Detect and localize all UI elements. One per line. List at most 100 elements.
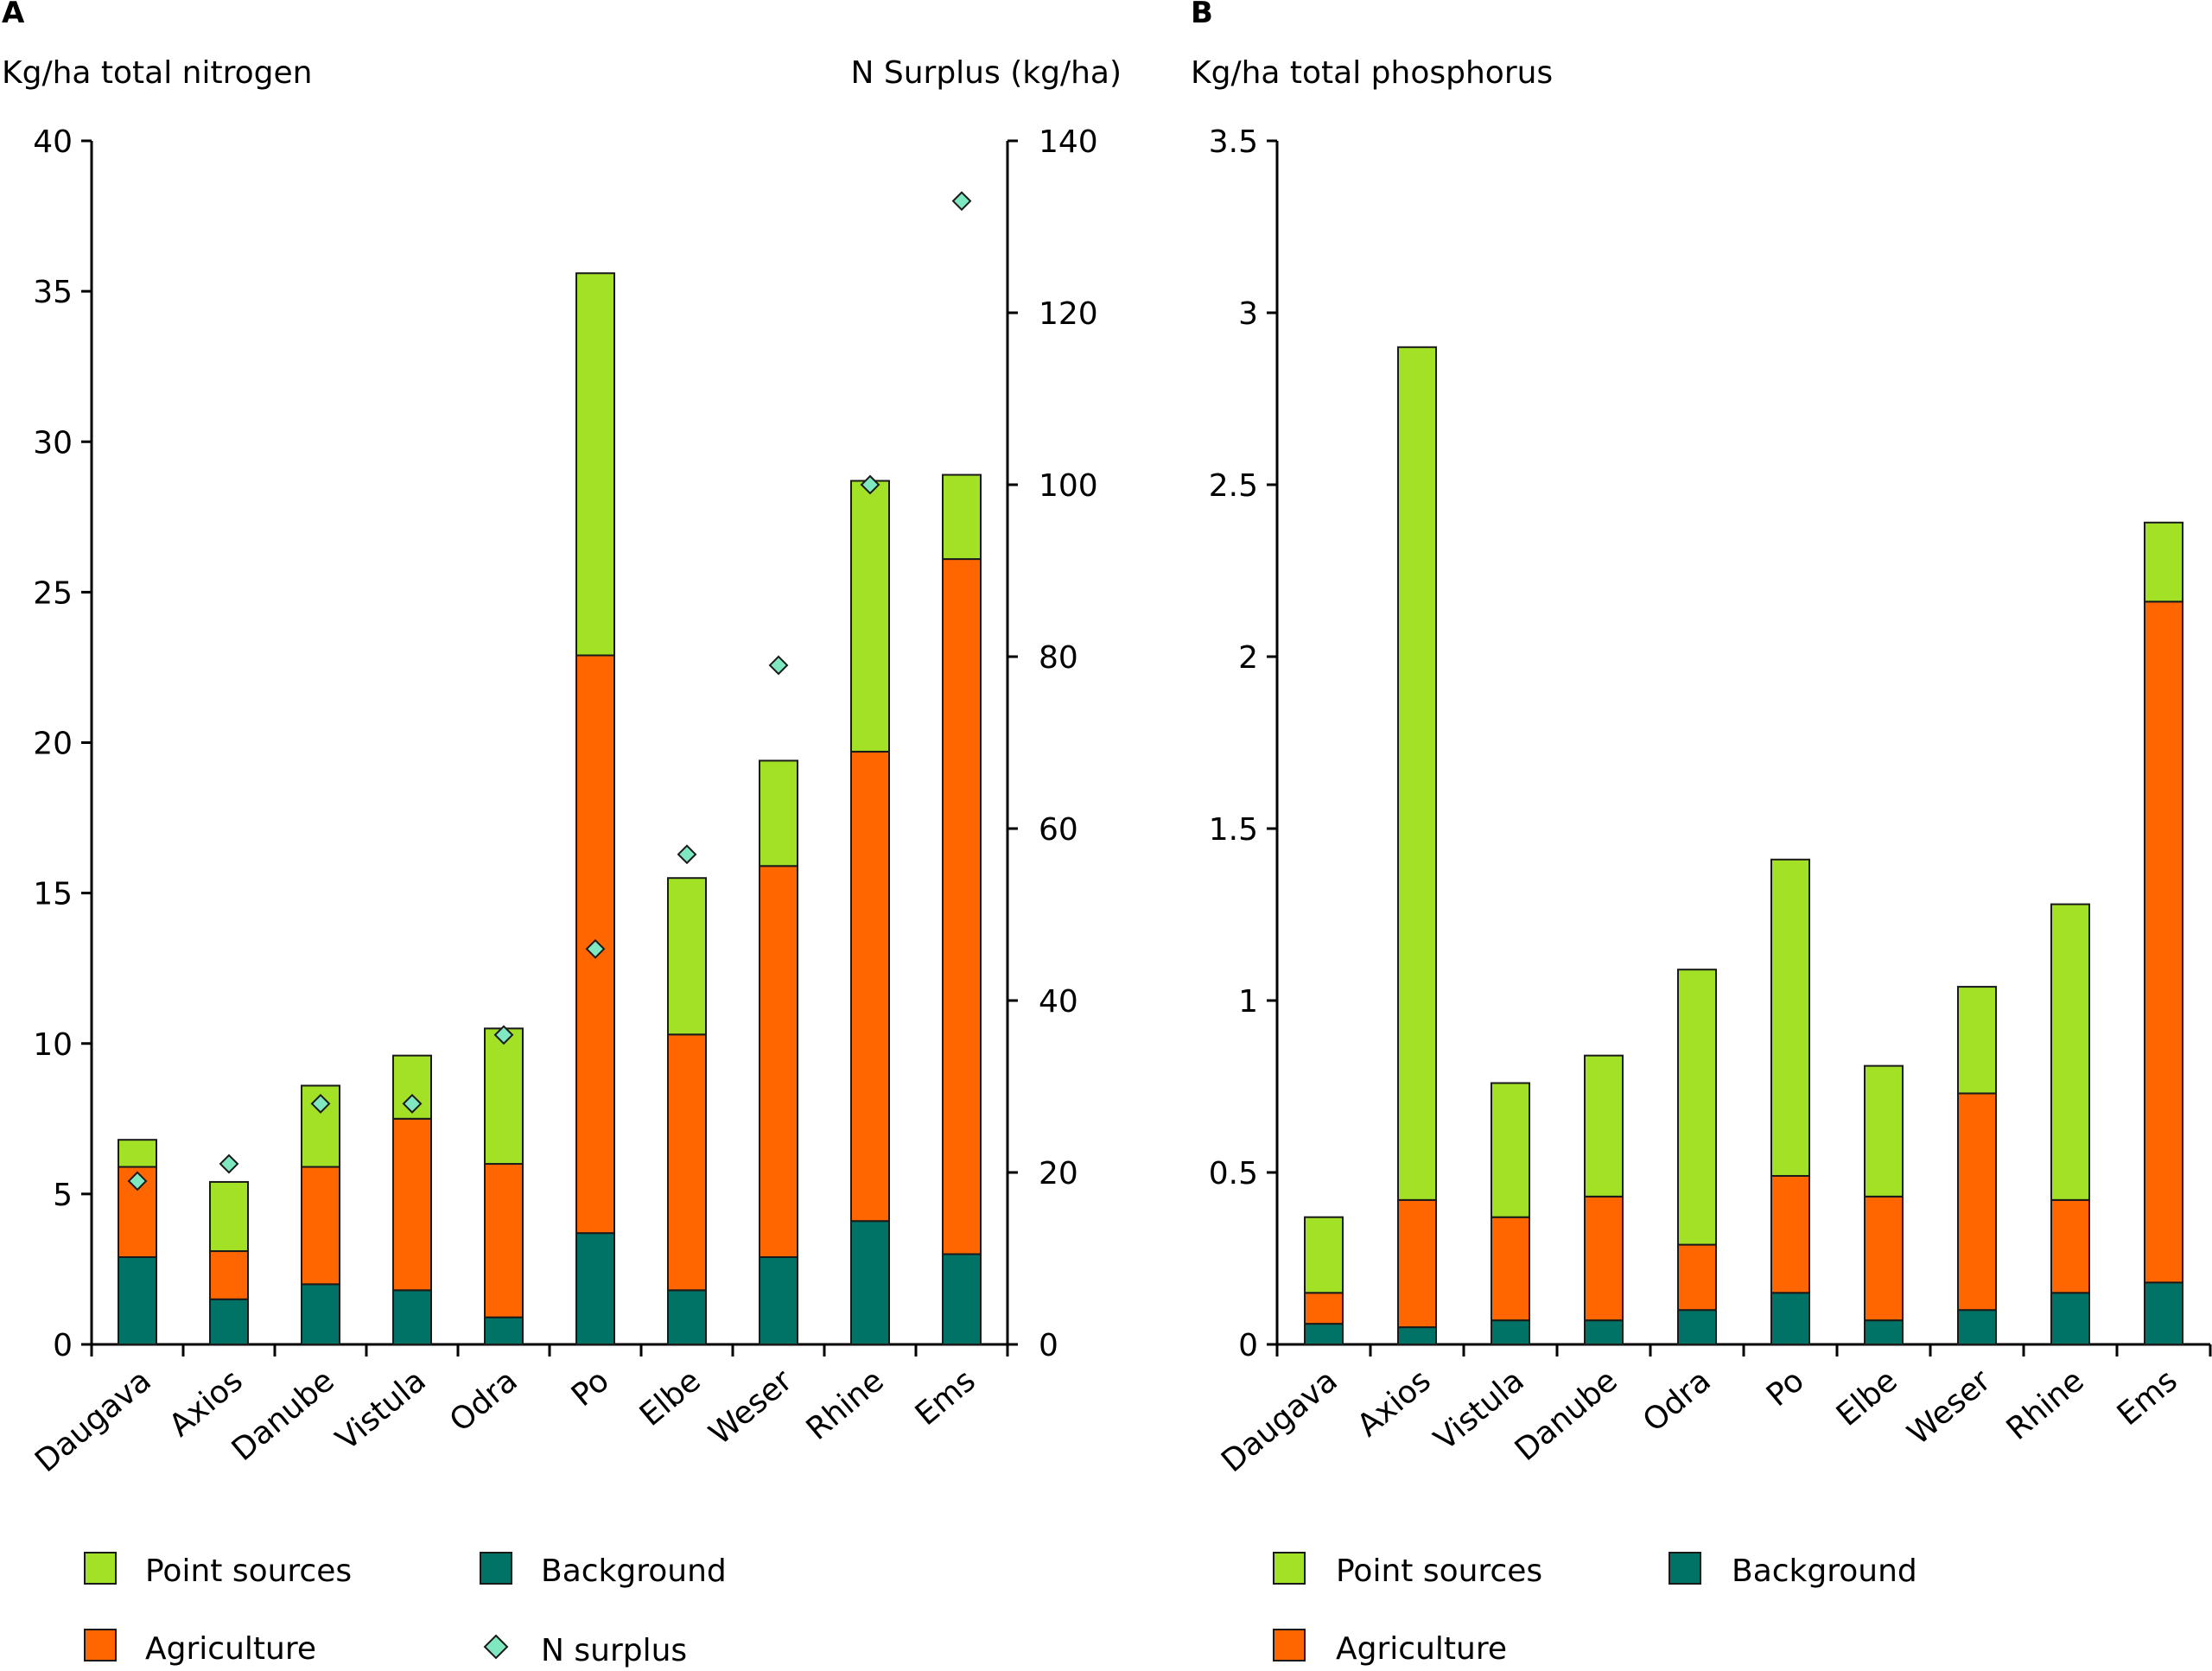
bar-background-elbe: [1864, 1319, 1904, 1346]
legend-item-agriculture: Agriculture: [1273, 1629, 1507, 1667]
y-tick-label: 40: [33, 124, 73, 160]
bar-agriculture-odra: [1677, 1243, 1717, 1312]
bar-background-weser: [759, 1256, 798, 1345]
bar-point-sources-ems: [942, 473, 982, 561]
bar-agriculture-weser: [1957, 1092, 1997, 1312]
bar-point-sources-danube: [1584, 1054, 1624, 1198]
bar-agriculture-axios: [1397, 1198, 1437, 1329]
y-tick-label: 3.5: [1209, 124, 1258, 160]
category-label: Daugava: [29, 1363, 158, 1479]
panel-a-y-ticks: 0 5 10 15 20 25 30 35 40: [33, 124, 92, 1363]
panel-a-nitrogen-chart: A Kg/ha total nitrogen N Surplus (kg/ha)…: [2, 0, 1122, 1668]
panel-b-label: B: [1191, 0, 1213, 30]
bar-point-sources-po: [1770, 858, 1810, 1177]
bar-point-sources-odra: [1677, 969, 1717, 1246]
y-tick-label: 3: [1238, 296, 1258, 332]
n-surplus-marker-po: [585, 938, 606, 959]
legend-item-background: Background: [480, 1552, 727, 1589]
category-label: Odra: [1637, 1363, 1718, 1439]
panel-b-legend: Point sources Background Agriculture: [1273, 1552, 1917, 1667]
right-tick-label: 60: [1039, 812, 1078, 848]
category-label: Elbe: [1830, 1363, 1904, 1433]
category-label: Po: [1760, 1363, 1811, 1414]
n-surplus-marker-daugava: [127, 1171, 148, 1191]
bar-point-sources-elbe: [1864, 1064, 1904, 1198]
n-surplus-marker-ems: [951, 191, 972, 212]
legend-label-n-surplus: N surplus: [541, 1633, 687, 1668]
category-label: Vistula: [329, 1363, 433, 1458]
y-tick-label: 20: [33, 727, 73, 762]
y-tick-label: 35: [33, 275, 73, 310]
bar-background-po: [1770, 1292, 1810, 1346]
panel-a-bars: [118, 272, 982, 1346]
bar-agriculture-vistula: [1491, 1216, 1530, 1322]
bar-point-sources-po: [575, 272, 615, 657]
bar-point-sources-axios: [209, 1180, 249, 1253]
n-surplus-marker-elbe: [677, 844, 697, 865]
legend-label-agriculture: Agriculture: [1336, 1631, 1507, 1667]
y-tick-label: 30: [33, 425, 73, 461]
category-label: Axios: [1351, 1363, 1437, 1444]
bar-agriculture-rhine: [2050, 1198, 2090, 1294]
panel-a-right-axis-title: N Surplus (kg/ha): [850, 55, 1122, 91]
bar-agriculture-elbe: [667, 1033, 707, 1292]
y-tick-label: 5: [53, 1178, 73, 1213]
legend-swatch-agriculture: [1273, 1629, 1306, 1661]
n-surplus-marker-axios: [219, 1153, 239, 1174]
legend-item-point-sources: Point sources: [1273, 1552, 1542, 1589]
bar-agriculture-odra: [484, 1163, 524, 1318]
bar-background-axios: [209, 1298, 249, 1345]
category-label: Ems: [2111, 1363, 2184, 1433]
y-tick-label: 0.5: [1209, 1156, 1258, 1191]
bar-agriculture-weser: [759, 865, 798, 1259]
panel-a-n-surplus-markers: [127, 191, 972, 1191]
category-label: Po: [565, 1363, 616, 1414]
y-tick-label: 1.5: [1209, 812, 1258, 848]
bar-point-sources-daugava: [1304, 1216, 1344, 1294]
y-tick-label: 25: [33, 575, 73, 611]
bar-background-danube: [301, 1283, 340, 1345]
panel-a-right-ticks: 0 20 40 60 80 100 120 140: [1007, 124, 1098, 1363]
bar-background-rhine: [2050, 1292, 2090, 1346]
bar-background-ems: [2144, 1281, 2183, 1345]
bar-background-danube: [1584, 1319, 1624, 1346]
category-label: Danube: [1509, 1363, 1624, 1468]
right-tick-label: 120: [1039, 296, 1098, 332]
panel-b-y-axis-title: Kg/ha total phosphorus: [1191, 55, 1553, 91]
right-tick-label: 40: [1039, 984, 1078, 1020]
bar-agriculture-ems: [942, 558, 982, 1255]
right-tick-label: 0: [1039, 1328, 1058, 1363]
right-tick-label: 140: [1039, 124, 1098, 160]
panel-a-label: A: [2, 0, 25, 30]
category-label: Rhine: [2000, 1363, 2091, 1446]
panel-a-y-axis-title: Kg/ha total nitrogen: [2, 55, 312, 91]
category-label: Weser: [1901, 1363, 1998, 1452]
bar-background-daugava: [1304, 1323, 1344, 1345]
legend-item-agriculture: Agriculture: [84, 1629, 316, 1667]
bar-background-daugava: [118, 1256, 157, 1345]
bar-background-vistula: [1491, 1319, 1530, 1346]
category-label: Weser: [702, 1363, 799, 1452]
y-tick-label: 2.5: [1209, 468, 1258, 504]
bar-point-sources-rhine: [850, 480, 890, 753]
y-tick-label: 0: [53, 1328, 73, 1363]
legend-label-point-sources: Point sources: [1336, 1553, 1542, 1589]
y-tick-label: 0: [1238, 1328, 1258, 1363]
y-tick-label: 2: [1238, 640, 1258, 676]
category-label: Rhine: [800, 1363, 891, 1446]
legend-swatch-point-sources: [1273, 1552, 1306, 1585]
n-surplus-marker-odra: [493, 1025, 514, 1045]
bar-background-rhine: [850, 1220, 890, 1346]
n-surplus-marker-weser: [768, 655, 789, 676]
legend-label-point-sources: Point sources: [145, 1553, 352, 1589]
panel-b-y-ticks: 0 0.5 1 1.5 2 2.5 3 3.5: [1209, 124, 1277, 1363]
legend-label-background: Background: [1732, 1553, 1917, 1589]
bar-agriculture-po: [1770, 1174, 1810, 1294]
category-label: Odra: [443, 1363, 524, 1439]
y-tick-label: 15: [33, 877, 73, 912]
bar-background-axios: [1397, 1326, 1437, 1345]
bar-point-sources-vistula: [1491, 1082, 1530, 1218]
legend-swatch-agriculture: [84, 1629, 117, 1661]
